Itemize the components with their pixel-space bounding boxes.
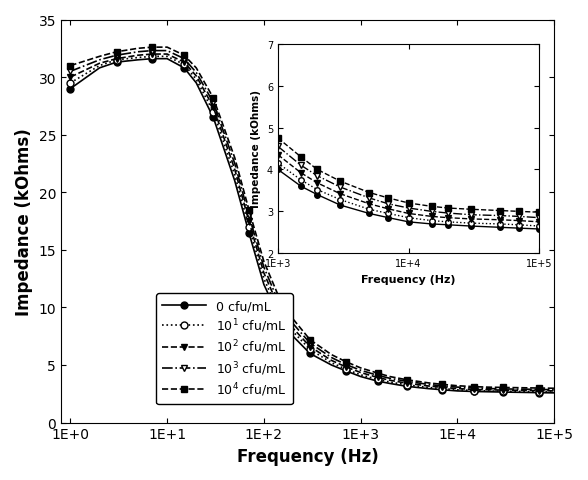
Y-axis label: Impedance (kOhms): Impedance (kOhms) bbox=[15, 128, 33, 315]
Legend: 0 cfu/mL, $10^1$ cfu/mL, $10^2$ cfu/mL, $10^3$ cfu/mL, $10^4$ cfu/mL: 0 cfu/mL, $10^1$ cfu/mL, $10^2$ cfu/mL, … bbox=[156, 294, 293, 404]
X-axis label: Frequency (Hz): Frequency (Hz) bbox=[236, 447, 379, 465]
